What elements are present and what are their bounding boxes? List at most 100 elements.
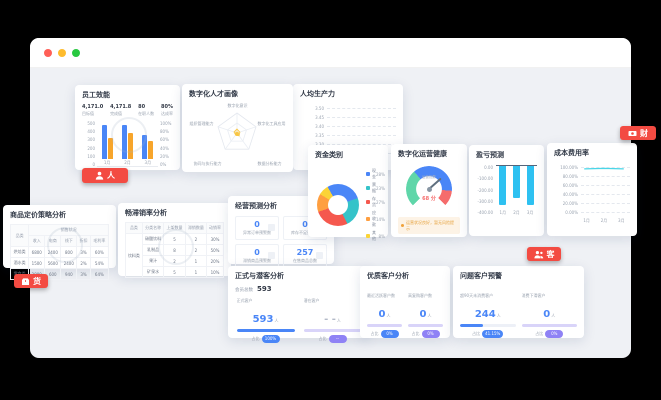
stat-block: 最近活跃客户数 0人 占比 0% [367,293,402,338]
axis-tick: 20% [160,153,169,159]
stat-label: 在职人数 [138,111,155,116]
x-axis-labels: 1月 2月 3月 [578,218,630,224]
axis-tick: 60% [160,137,169,143]
legend-label: 其他 [372,230,376,241]
bar-plot: 1月 2月 3月 [496,165,537,216]
card-title: 商品定价策略分析 [10,211,66,219]
card-title: 正式与潜客分析 [235,272,284,280]
stat-label: 高复购客户数 [408,293,432,298]
col-header: 线下 [60,235,78,247]
card-title: 畅滞销率分析 [125,209,167,217]
grid-line [327,135,396,136]
stat-value: 0人 [543,309,556,320]
stat-block: 潜在客户 - -人 占比 -- [303,298,362,343]
table-row: 矿泉水 5 1 10% [126,266,224,278]
people-icon [533,250,543,258]
card-title: 问题客户预警 [460,272,502,280]
bar-group: 3月 [142,135,154,166]
donut-chart: 现金 28% 票据 23% 存货 27% 应收款 14% 其他 8% [315,166,385,244]
group-header: 销售状况 [28,224,109,236]
minimize-window-button[interactable] [58,48,66,57]
stat-value: 80 [138,104,146,110]
progress-bar [408,324,443,327]
zoom-window-button[interactable] [72,48,80,57]
axis-tick: 100% [160,121,172,126]
progress-bar [367,324,402,327]
forecast-value: 0 [254,248,260,257]
stat-block: 消费下滑客户 0人 占比 0% [521,293,577,338]
bar [127,132,133,159]
forecast-box: 257 在售商品总数 [283,244,327,268]
legend-marker [366,200,370,204]
card-talent-radar: 数字化人才画像 数字化意识 数字化工具应用 数据分析能力 协同与执行能力 组织管… [182,84,293,172]
card-team-performance: 员工效能 4,171.0 目标值 4,171.8 完成值 80 在职人数 80%… [75,85,180,170]
badge-label: 人 [107,171,115,180]
close-window-button[interactable] [44,48,52,57]
gauge-pivot [426,186,432,192]
bar [101,125,107,159]
ratio-row: 占比 0% [367,330,402,338]
stat-label: 目标值 [82,111,94,116]
ratio-badge: -- [328,335,347,343]
axis-tick: 0.00% [565,210,578,215]
legend-marker [366,172,370,176]
forecast-box: 0 滞销商品预警数 [235,244,279,268]
legend-label: 现金 [372,168,376,179]
stat-label: 正式客户 [236,298,253,303]
donut-legend: 现金 28% 票据 23% 存货 27% 应收款 14% 其他 8% [366,166,385,244]
forecast-label: 异常订单预警数 [243,230,271,235]
axis-tick: -100.00 [477,176,493,182]
stat-value: 0人 [419,309,432,320]
axis-tick: 0 [92,161,95,167]
grid-row: 3.50 [300,104,396,113]
forecast-value: 257 [296,248,314,257]
radar-chart: 数字化意识 数字化工具应用 数据分析能力 协同与执行能力 组织管理能力 [190,103,286,169]
card-title: 数字化人才画像 [189,90,238,98]
stat-value: - -人 [324,314,341,325]
bar-pair [101,125,113,159]
axis-tick: 500 [87,121,95,126]
table-row: 饮料类 碳酸饮料 5 2 30% [125,233,224,278]
stat-label: 最近活跃客户数 [367,293,395,298]
gauge-value-label: 68 分 [422,196,436,202]
legend-label: 存货 [372,196,376,207]
forecast-label: 库存不足预警数 [291,230,319,235]
card-title: 数字化运营健康 [398,150,447,158]
badge-label: 客 [546,249,555,259]
axis-tick: 60.00% [562,183,578,188]
stat-block: 高复购客户数 0人 占比 0% [408,293,443,338]
grid-line [581,203,630,204]
grid-row: 60.00% [554,181,630,190]
grid-line [327,117,396,118]
y-axis-left: 500 400 300 200 100 0 [82,121,97,167]
grid-line [327,108,396,109]
grid-line [581,167,630,168]
card-funds-donut: 资金类别 现金 28% 票据 23% 存货 27% 应收款 14% 其他 8% [308,145,388,241]
axis-tick: 3.30 [300,142,327,147]
legend-value: 28% [376,171,385,177]
grid-row: 0.00% [554,208,630,217]
progress-bar [236,329,295,332]
ratio-badge: 0% [421,330,440,338]
total-label: 会员总数 [235,288,253,293]
grid-row: 100.00% [554,163,630,172]
sales-table: 品类 分类名称 上架数量 滞销数量 动销率 饮料类 碳酸饮料 5 2 30% 乳制品 8… [125,222,224,278]
col-header: 动销率 [206,222,224,234]
line-series [578,163,630,217]
axis-tick: 200 [87,145,95,151]
radar-axis-label: 数字化工具应用 [257,121,286,126]
bar-column: 2月 [512,166,520,216]
stat-value: 593人 [252,314,279,325]
axis-tick: 100.00% [560,165,578,170]
stat-block: 超90天未消费客户 244人 占比 41.15% [460,293,516,338]
forecast-value: 0 [254,220,260,229]
grid-line [581,212,630,213]
x-axis-label: 2月 [513,210,520,215]
radar-axis-label: 协同与执行能力 [193,161,222,166]
pricing-table: 品类 销售状况 收入 电商 线下 折扣 毛利率 烘焙类 6800 2400 800 3%… [9,224,110,280]
member-stats: 正式客户 593人 占比 100% 潜在客户 - -人 占比 -- [235,298,363,343]
bar [107,138,113,159]
health-note: 运营状况良好，暂无风险提示 [398,217,460,234]
radar-axis-label: 数据分析能力 [257,161,282,166]
card-cost-ratio: 成本费用率 100.00% 80.00% 60.00% 40.00% 20.00% 0.0… [547,143,637,236]
